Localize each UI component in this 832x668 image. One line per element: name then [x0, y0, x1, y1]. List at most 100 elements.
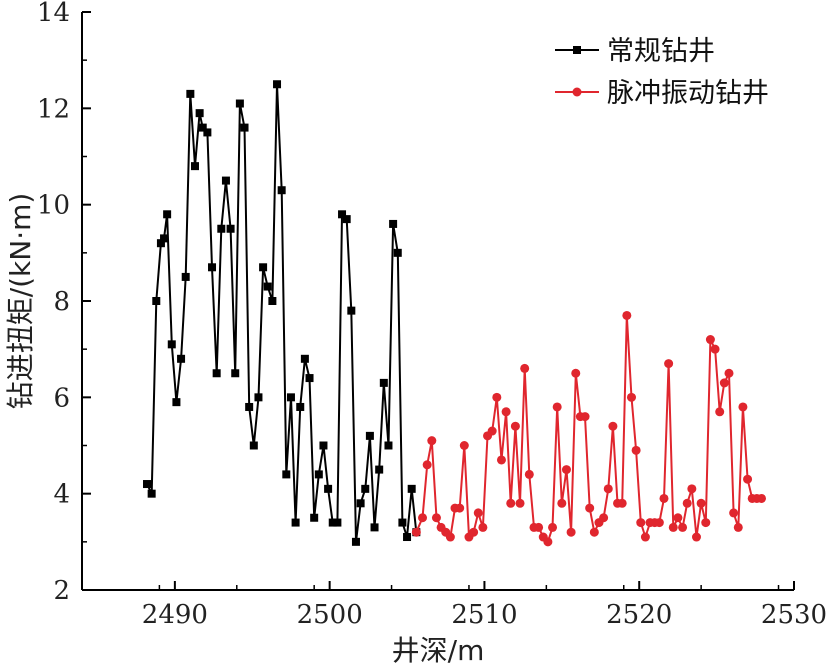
- data-point: [422, 460, 432, 470]
- data-point: [701, 518, 711, 528]
- data-point: [622, 310, 632, 320]
- data-point: [729, 508, 739, 518]
- data-point: [478, 522, 488, 532]
- data-point: [212, 369, 221, 378]
- data-point: [282, 470, 291, 479]
- data-point: [411, 527, 421, 537]
- data-point: [580, 412, 590, 422]
- legend-label-1: 常规钻井: [607, 36, 715, 67]
- data-point: [198, 123, 207, 132]
- data-point: [724, 368, 734, 378]
- data-point: [682, 498, 692, 508]
- data-point: [186, 89, 195, 98]
- series-2: [411, 310, 766, 547]
- data-point: [524, 469, 534, 479]
- data-point: [407, 484, 416, 493]
- data-point: [431, 513, 441, 523]
- data-point: [314, 470, 323, 479]
- data-point: [459, 441, 469, 450]
- data-point: [705, 335, 715, 345]
- data-point: [710, 344, 720, 354]
- series-1: [143, 80, 421, 546]
- data-point: [548, 522, 558, 532]
- data-point: [636, 518, 646, 528]
- data-point: [566, 527, 576, 537]
- data-point: [506, 498, 516, 508]
- data-point: [631, 445, 641, 455]
- data-point: [501, 407, 511, 417]
- data-point: [190, 162, 199, 171]
- data-point: [152, 297, 161, 305]
- data-point: [235, 99, 244, 108]
- y-tick-label: 14: [37, 0, 70, 28]
- data-point: [589, 527, 599, 537]
- x-axis-title: 井深/m: [392, 634, 485, 667]
- data-point: [240, 123, 249, 132]
- data-point: [743, 474, 753, 484]
- data-point: [520, 363, 530, 373]
- data-point: [221, 176, 230, 185]
- x-tick-label: 2490: [142, 600, 208, 630]
- data-point: [277, 186, 286, 195]
- data-point: [347, 306, 356, 315]
- data-point: [328, 518, 337, 527]
- data-point: [599, 513, 609, 523]
- data-point: [608, 421, 618, 431]
- data-point: [640, 532, 650, 542]
- data-point: [719, 378, 729, 388]
- data-point: [473, 508, 483, 518]
- data-point: [398, 518, 407, 527]
- data-point: [379, 378, 388, 387]
- data-point: [603, 484, 613, 494]
- data-point: [226, 224, 235, 233]
- data-point: [510, 421, 520, 431]
- data-point: [678, 522, 688, 532]
- data-point: [585, 503, 595, 513]
- y-axis-title: 钻进扭矩/(kN·m): [4, 193, 37, 410]
- data-point: [172, 398, 181, 407]
- x-tick-label: 2530: [761, 600, 827, 630]
- data-point: [300, 354, 309, 363]
- data-point: [356, 499, 365, 508]
- data-point: [403, 533, 412, 542]
- data-point: [195, 109, 204, 118]
- data-point: [245, 402, 254, 411]
- data-point: [691, 532, 701, 542]
- y-tick-label: 12: [37, 94, 70, 124]
- data-point: [455, 503, 465, 513]
- data-point: [393, 248, 402, 257]
- legend-label-2: 脉冲振动钻井: [607, 78, 769, 109]
- y-tick-label: 6: [53, 383, 70, 413]
- data-point: [418, 513, 428, 523]
- data-point: [333, 518, 342, 527]
- data-point: [286, 393, 295, 402]
- data-point: [561, 465, 571, 475]
- data-point: [389, 219, 398, 228]
- data-point: [156, 239, 165, 248]
- data-point: [296, 402, 305, 411]
- data-point: [543, 537, 553, 547]
- data-point: [263, 282, 272, 291]
- data-point: [181, 272, 190, 281]
- data-point: [487, 426, 497, 436]
- data-point: [249, 441, 258, 450]
- x-tick-label: 2520: [606, 600, 672, 630]
- data-point: [147, 489, 156, 498]
- data-point: [654, 518, 664, 528]
- data-point: [217, 224, 226, 233]
- data-point: [445, 532, 455, 542]
- data-point: [659, 493, 669, 503]
- data-point: [571, 368, 581, 378]
- data-point: [738, 402, 748, 412]
- data-point: [427, 436, 437, 446]
- x-tick-label: 2500: [297, 600, 363, 630]
- data-point: [687, 484, 697, 494]
- legend-marker-1: [573, 46, 581, 54]
- series-layer: [143, 80, 766, 547]
- axes: 2490 2500 2510 2520 2530 2 4 6 8 10 12 14: [37, 0, 827, 630]
- data-point: [338, 210, 347, 219]
- data-point: [384, 441, 393, 450]
- data-point: [673, 513, 683, 523]
